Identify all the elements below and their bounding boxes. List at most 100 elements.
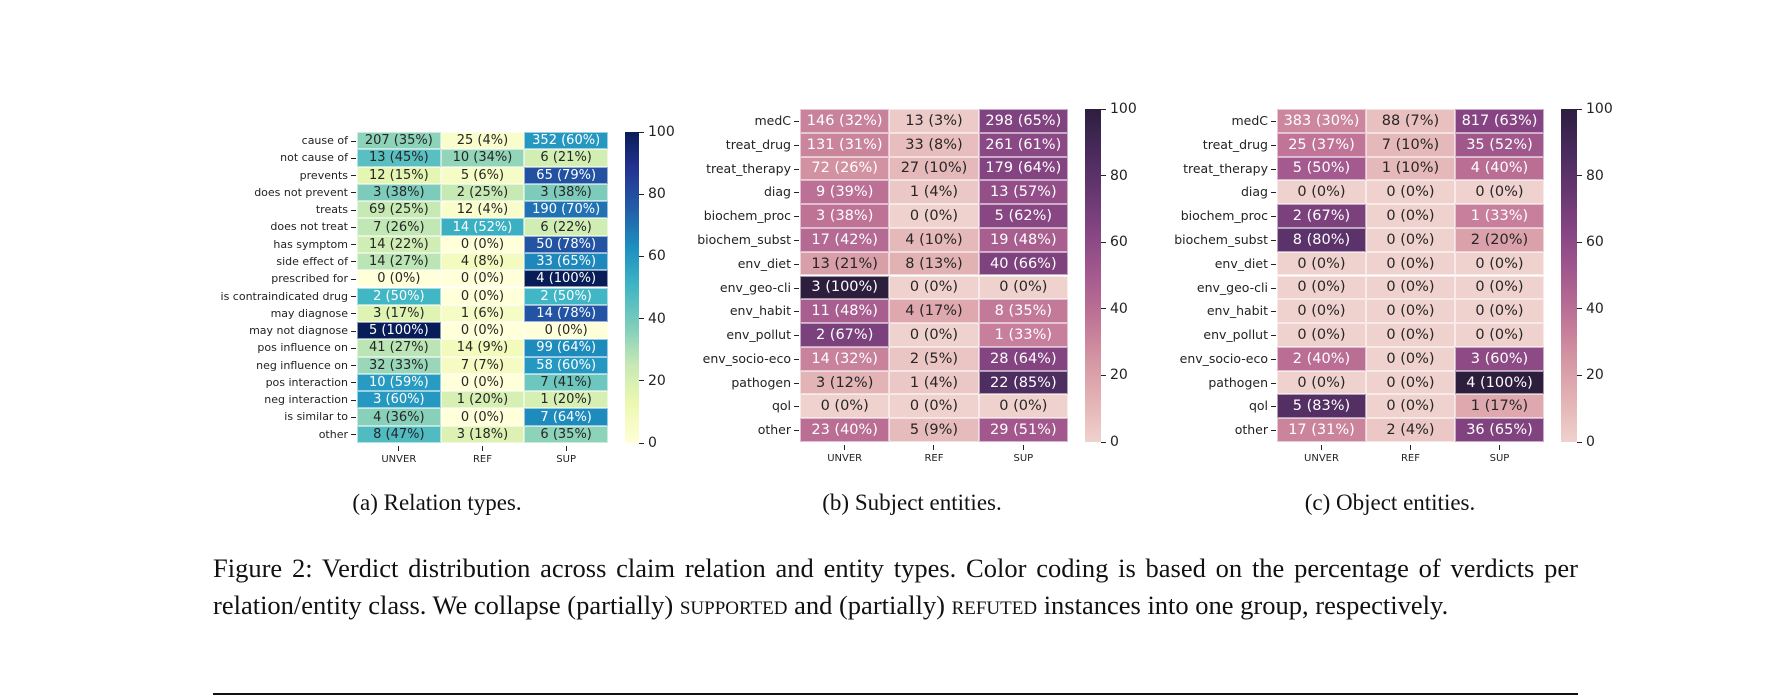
colorbar	[1561, 109, 1577, 442]
heatmap-cell: 22 (85%)	[978, 370, 1068, 395]
heatmap-cell: 3 (38%)	[800, 204, 890, 228]
heatmap-cell: 0 (0%)	[1366, 204, 1455, 228]
row-label: env_pollut	[1166, 323, 1276, 347]
row-label: pos influence on	[186, 339, 356, 356]
heatmap-cell: 0 (0%)	[1277, 323, 1366, 347]
heatmap-cell: 8 (80%)	[1277, 227, 1366, 252]
heatmap-cell: 14 (52%)	[440, 218, 525, 236]
heatmap-cell: 2 (25%)	[440, 183, 525, 202]
column-tick	[933, 445, 935, 450]
heatmap-cell: 3 (18%)	[440, 425, 525, 443]
heatmap-cell: 0 (0%)	[1277, 251, 1366, 276]
heatmap-b: medC 146 (32%) 13 (3%) 298 (65%) treat_drug 1…	[0, 0, 1786, 540]
heatmap-cell: 1 (4%)	[889, 180, 979, 205]
heatmap-cell: 13 (21%)	[800, 251, 890, 276]
heatmap-cell: 7 (10%)	[1366, 132, 1455, 157]
heatmap-cell: 6 (22%)	[524, 218, 608, 236]
row-label: treats	[186, 201, 356, 218]
row-label: treat_drug	[1166, 133, 1276, 157]
heatmap-cell: 1 (10%)	[1366, 156, 1455, 181]
heatmap-cell: 146 (32%)	[800, 109, 890, 133]
heatmap-cell: 3 (38%)	[524, 183, 608, 202]
column-tick	[1499, 445, 1500, 450]
subcaption: (c) Object entities.	[1304, 490, 1476, 515]
heatmap-cell: 0 (0%)	[357, 270, 441, 288]
heatmap-cell: 12 (15%)	[357, 166, 441, 184]
row-label: env_socio-eco	[1166, 347, 1276, 371]
row-label: biochem_subst	[1166, 228, 1276, 252]
heatmap-cell: 0 (0%)	[1455, 180, 1544, 205]
column-label-text: SUP	[1489, 453, 1510, 464]
heatmap-cell: 11 (48%)	[800, 299, 890, 324]
heatmap-cell: 5 (50%)	[1277, 156, 1366, 181]
heatmap-cell: 72 (26%)	[800, 156, 890, 181]
row-label: prevents	[186, 167, 356, 184]
column-label-text: SUP	[1013, 453, 1034, 464]
row-label: other	[186, 426, 356, 443]
heatmap-cell: 10 (34%)	[440, 149, 525, 167]
column-label: SUP	[979, 445, 1068, 464]
heatmap-cell: 6 (21%)	[524, 149, 608, 167]
heatmap-cell: 99 (64%)	[524, 339, 608, 357]
heatmap-cell: 17 (31%)	[1277, 418, 1366, 442]
heatmap-cell: 8 (35%)	[978, 299, 1068, 324]
colorbar-tick-label: 40	[639, 310, 666, 328]
colorbar-tick-label: 60	[639, 247, 666, 265]
heatmap-cell: 8 (47%)	[357, 425, 441, 443]
column-label: SUP	[524, 446, 608, 465]
row-label: treat_therapy	[689, 157, 799, 181]
heatmap-cell: 25 (4%)	[440, 132, 525, 150]
heatmap-cell: 0 (0%)	[524, 322, 608, 340]
heatmap-cell: 4 (40%)	[1455, 156, 1544, 181]
heatmap-cell: 1 (4%)	[889, 370, 979, 395]
column-label: UNVER	[800, 445, 889, 464]
heatmap-cell: 3 (38%)	[357, 183, 441, 202]
heatmap-cell: 0 (0%)	[1277, 370, 1366, 395]
heatmap-cell: 4 (100%)	[1455, 370, 1544, 395]
heatmap-cell: 28 (64%)	[978, 346, 1068, 371]
column-label: REF	[1366, 445, 1455, 464]
heatmap-cell: 3 (12%)	[800, 370, 890, 395]
row-label: treat_therapy	[1166, 157, 1276, 181]
colorbar-tick-label: 100	[1101, 100, 1137, 118]
colorbar-tick-label: 40	[1577, 300, 1604, 318]
heatmap-cell: 1 (33%)	[978, 323, 1068, 347]
heatmap-cell: 0 (0%)	[1366, 227, 1455, 252]
heatmap-cell: 5 (6%)	[440, 166, 525, 184]
heatmap-cell: 13 (57%)	[978, 180, 1068, 205]
heatmap-cell: 19 (48%)	[978, 227, 1068, 252]
heatmap-cell: 0 (0%)	[1366, 275, 1455, 300]
heatmap-cell: 4 (100%)	[524, 270, 608, 288]
heatmap-cell: 25 (37%)	[1277, 132, 1366, 157]
heatmap-cell: 817 (63%)	[1455, 109, 1544, 133]
row-label: biochem_proc	[689, 204, 799, 228]
heatmap-cell: 0 (0%)	[1455, 275, 1544, 300]
heatmap-cell: 12 (4%)	[440, 201, 525, 219]
column-tick	[1022, 445, 1024, 450]
row-label: is similar to	[186, 408, 356, 425]
heatmap-cell: 4 (10%)	[889, 227, 979, 252]
heatmap-cell: 40 (66%)	[978, 251, 1068, 276]
row-label: pos interaction	[186, 374, 356, 391]
heatmap-cell: 35 (52%)	[1455, 132, 1544, 157]
colorbar-tick-label: 0	[639, 434, 657, 452]
heatmap-cell: 13 (3%)	[889, 109, 979, 133]
heatmap-c: medC 383 (30%) 88 (7%) 817 (63%) treat_drug 2…	[0, 0, 1786, 540]
heatmap-cell: 32 (33%)	[357, 356, 441, 374]
heatmap-cell: 207 (35%)	[357, 132, 441, 150]
row-label: biochem_proc	[1166, 204, 1276, 228]
heatmap-cell: 0 (0%)	[1455, 251, 1544, 276]
row-label: biochem_subst	[689, 228, 799, 252]
heatmap-cell: 0 (0%)	[889, 275, 979, 300]
row-label: env_geo-cli	[689, 276, 799, 300]
column-label: SUP	[1455, 445, 1544, 464]
heatmap-cell: 14 (32%)	[800, 346, 890, 371]
subcaption: (b) Subject entities.	[822, 490, 1002, 515]
row-label: other	[1166, 418, 1276, 442]
heatmap-cell: 0 (0%)	[440, 408, 525, 426]
column-label: REF	[441, 446, 525, 465]
heatmap-cell: 5 (100%)	[357, 322, 441, 340]
heatmap-cell: 0 (0%)	[1366, 394, 1455, 419]
row-label: cause of	[186, 132, 356, 149]
colorbar-tick-label: 80	[639, 185, 666, 203]
